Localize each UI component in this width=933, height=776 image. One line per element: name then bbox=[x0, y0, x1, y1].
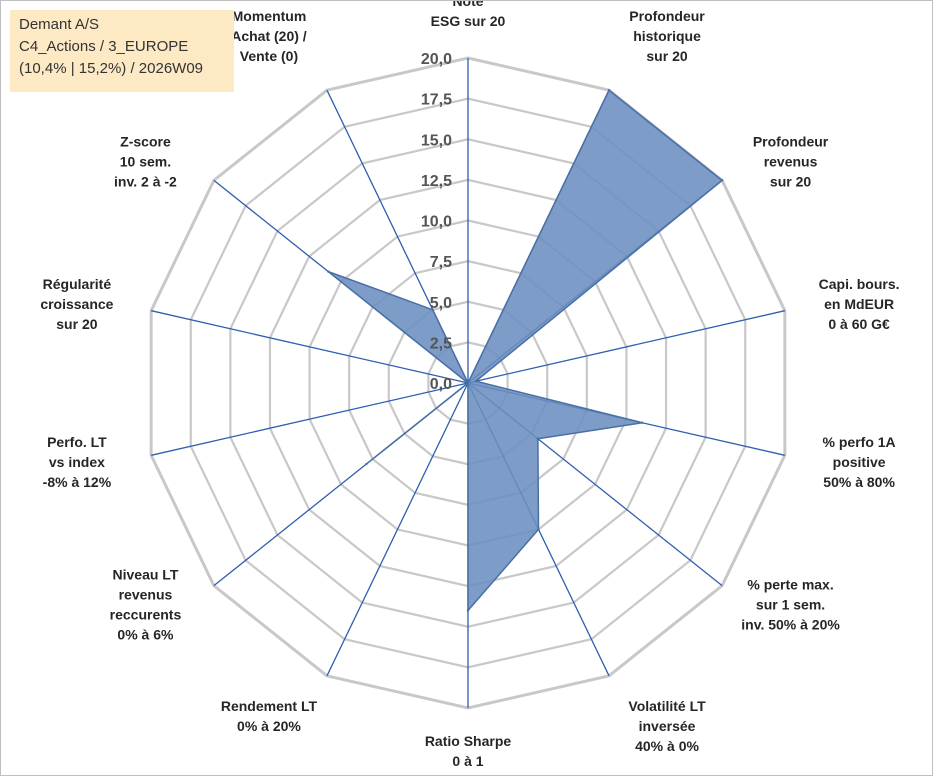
axis-label-5: % perfo 1A positive 50% à 80% bbox=[823, 434, 896, 490]
axis-label-3: Profondeur revenus sur 20 bbox=[753, 134, 829, 190]
data-point-6 bbox=[536, 437, 540, 440]
radar-series bbox=[327, 88, 724, 613]
data-point-2 bbox=[607, 88, 611, 92]
spoke-11 bbox=[151, 382, 469, 456]
data-point-14 bbox=[431, 308, 434, 311]
tick-label: 0,0 bbox=[430, 376, 452, 393]
spoke-12 bbox=[151, 310, 469, 384]
category-line: C4_Actions / 3_EUROPE bbox=[19, 38, 189, 55]
tick-label: 7,5 bbox=[430, 254, 452, 271]
spoke-9 bbox=[326, 382, 469, 677]
info-box: Demant A/S C4_Actions / 3_EUROPE (10,4% … bbox=[10, 10, 234, 92]
tick-label: 20,0 bbox=[421, 51, 452, 68]
axis-label-9: Rendement LT 0% à 20% bbox=[221, 698, 318, 734]
tick-label: 10,0 bbox=[421, 214, 452, 231]
data-point-12 bbox=[466, 381, 470, 385]
tick-label: 17,5 bbox=[421, 92, 452, 109]
axis-label-11: Perfo. LT vs index -8% à 12% bbox=[43, 434, 112, 490]
data-point-8 bbox=[466, 609, 470, 612]
tick-label: 2,5 bbox=[430, 335, 452, 352]
axis-label-13: Z-score 10 sem. inv. 2 à -2 bbox=[114, 134, 177, 190]
spoke-4 bbox=[467, 310, 785, 384]
axis-label-14: Momentum Achat (20) / Vente (0) bbox=[231, 8, 307, 64]
tick-label: 15,0 bbox=[421, 132, 452, 149]
axis-label-8: Ratio Sharpe 0 à 1 bbox=[425, 733, 512, 769]
data-point-5 bbox=[641, 421, 644, 424]
axis-label-6: % perte max. sur 1 sem. inv. 50% à 20% bbox=[741, 576, 840, 632]
axis-label-2: Profondeur historique sur 20 bbox=[629, 8, 705, 64]
data-point-3 bbox=[720, 179, 724, 182]
data-point-7 bbox=[537, 528, 540, 531]
axis-label-7: Volatilité LT inversée 40% à 0% bbox=[628, 698, 706, 754]
data-point-13 bbox=[327, 270, 330, 273]
company-name: Demant A/S bbox=[19, 16, 100, 33]
axis-label-10: Niveau LT revenus reccurents 0% à 6% bbox=[110, 566, 182, 642]
period-line: (10,4% | 15,2%) / 2026W09 bbox=[19, 60, 203, 77]
tick-label: 12,5 bbox=[421, 173, 452, 190]
axis-label-1: Note ESG sur 20 bbox=[431, 1, 506, 29]
data-point-4 bbox=[474, 379, 478, 383]
radial-tick-labels: 0,0 2,5 5,0 7,5 10,0 12,5 15,0 17,5 20,0 bbox=[421, 51, 452, 393]
series-area bbox=[327, 89, 724, 613]
axis-labels: Note ESG sur 20 Profondeur historique sur 20… bbox=[40, 1, 899, 769]
axis-label-4: Capi. bours. en MdEUR 0 à 60 G€ bbox=[819, 276, 900, 332]
data-point-10 bbox=[365, 462, 368, 466]
tick-label: 5,0 bbox=[430, 295, 452, 312]
axis-label-12: Régularité croissance sur 20 bbox=[40, 276, 113, 332]
